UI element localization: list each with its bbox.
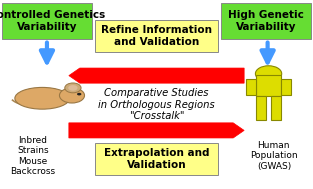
FancyBboxPatch shape <box>256 75 281 96</box>
Circle shape <box>59 88 85 103</box>
FancyBboxPatch shape <box>256 96 266 120</box>
Text: Comparative Studies
in Orthologous Regions
"Crosstalk": Comparative Studies in Orthologous Regio… <box>98 88 215 122</box>
Text: High Genetic
Variability: High Genetic Variability <box>228 10 304 32</box>
FancyBboxPatch shape <box>281 79 291 95</box>
Text: Refine Information
and Validation: Refine Information and Validation <box>101 25 212 47</box>
FancyBboxPatch shape <box>2 3 92 39</box>
FancyBboxPatch shape <box>271 96 281 120</box>
FancyBboxPatch shape <box>95 143 218 175</box>
Circle shape <box>68 85 78 91</box>
FancyBboxPatch shape <box>246 79 256 95</box>
Circle shape <box>65 83 81 93</box>
Circle shape <box>255 66 282 82</box>
Text: Inbred
Strains
Mouse
Backcross: Inbred Strains Mouse Backcross <box>10 136 55 176</box>
FancyBboxPatch shape <box>221 3 311 39</box>
FancyBboxPatch shape <box>95 20 218 52</box>
Ellipse shape <box>15 87 69 109</box>
Polygon shape <box>69 68 244 83</box>
Text: Controlled Genetics
Variability: Controlled Genetics Variability <box>0 10 105 32</box>
Circle shape <box>77 93 81 95</box>
Text: Human
Population
(GWAS): Human Population (GWAS) <box>250 141 298 171</box>
Text: Extrapolation and
Validation: Extrapolation and Validation <box>104 148 209 170</box>
Polygon shape <box>69 123 244 138</box>
